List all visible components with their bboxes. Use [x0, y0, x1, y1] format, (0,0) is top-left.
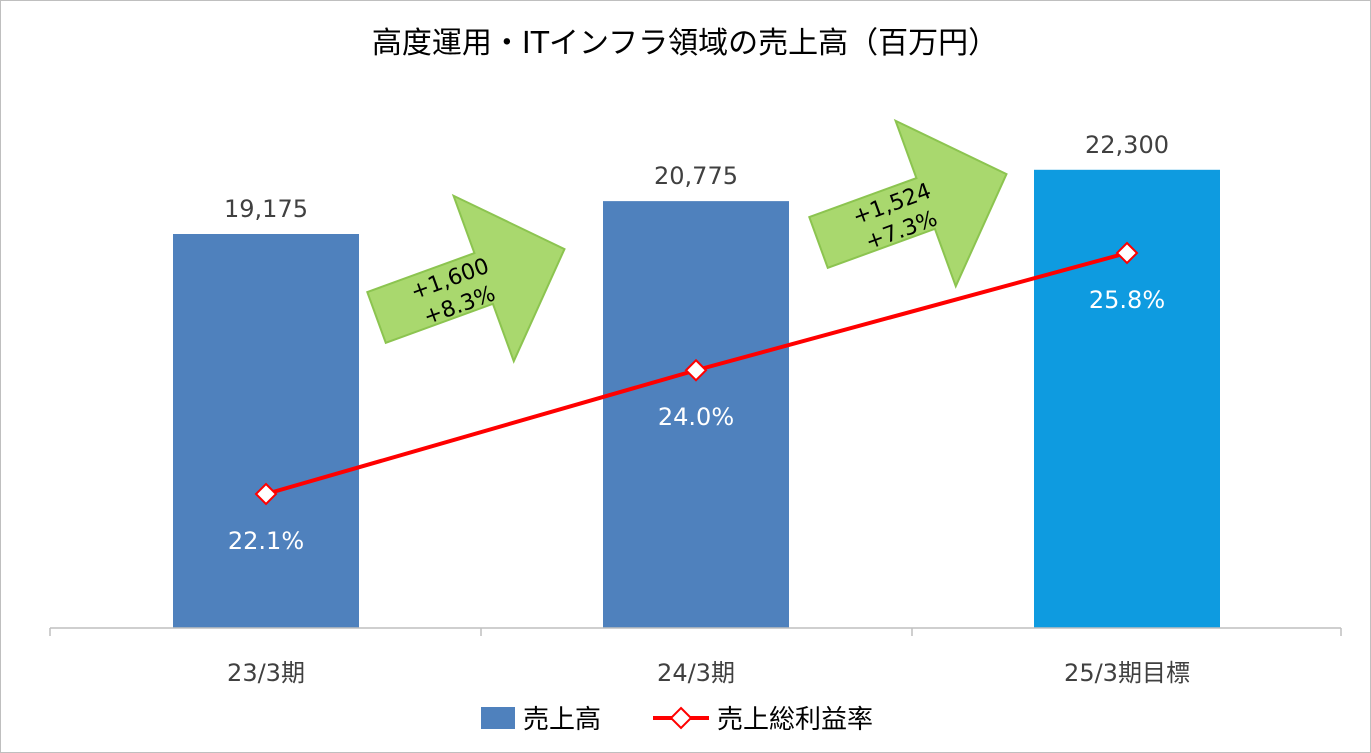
legend-swatch-margin-marker — [669, 706, 693, 730]
chart-title: 高度運用・ITインフラ領域の売上高（百万円） — [372, 26, 998, 61]
margin-label-3: 25.8% — [1089, 286, 1165, 314]
margin-point-1 — [254, 482, 278, 506]
bar-2 — [603, 201, 789, 629]
bar-series: 19,175 20,775 22,300 — [173, 131, 1220, 629]
x-tick-label-1: 23/3期 — [227, 659, 305, 687]
growth-arrows: +1,600+8.3% +1,524+7.3% — [366, 118, 1008, 364]
legend-label-sales: 売上高 — [523, 705, 601, 735]
growth-arrow-1: +1,600+8.3% — [366, 193, 566, 364]
margin-label-1: 22.1% — [228, 527, 304, 555]
legend-label-margin: 売上総利益率 — [717, 705, 873, 735]
growth-arrow-2: +1,524+7.3% — [808, 118, 1008, 289]
x-tick-label-2: 24/3期 — [657, 659, 735, 687]
margin-point-2 — [684, 358, 708, 382]
bar-3 — [1034, 169, 1220, 628]
x-tick-label-3: 25/3期目標 — [1064, 659, 1190, 687]
growth-arrow-shape-1 — [366, 193, 566, 364]
margin-point-3 — [1115, 241, 1139, 265]
legend-swatch-sales — [481, 707, 515, 729]
bar-value-label-3: 22,300 — [1085, 131, 1169, 159]
bar-value-label-2: 20,775 — [654, 162, 738, 190]
growth-arrow-shape-2 — [808, 118, 1008, 289]
legend: 売上高 売上総利益率 — [481, 705, 873, 735]
bar-value-label-1: 19,175 — [224, 195, 308, 223]
bar-1 — [173, 234, 359, 628]
margin-line-series: 22.1% 24.0% 25.8% — [228, 241, 1165, 555]
x-axis: 23/3期 24/3期 25/3期目標 — [49, 627, 1342, 687]
margin-label-2: 24.0% — [658, 403, 734, 431]
